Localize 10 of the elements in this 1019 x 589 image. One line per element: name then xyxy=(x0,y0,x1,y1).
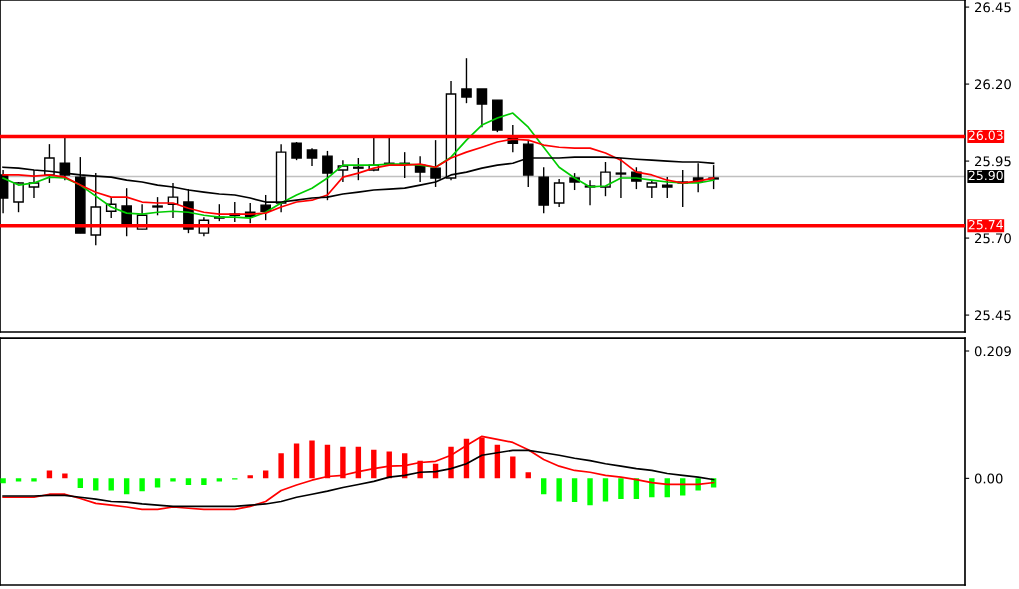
ref-line-label: 25.74 xyxy=(968,219,1003,230)
y-tick-label: 0.209 xyxy=(974,346,1011,357)
y-tick-label: 26.45 xyxy=(974,2,1011,13)
y-tick-label: 0.00 xyxy=(974,473,1003,484)
ref-line-label: 26.03 xyxy=(968,130,1003,141)
y-tick-label: 26.20 xyxy=(974,79,1011,90)
y-tick-label: 25.45 xyxy=(974,310,1011,321)
y-tick-label: 25.70 xyxy=(974,233,1011,244)
ref-line-label: 25.90 xyxy=(968,170,1003,181)
y-tick-label: 25.95 xyxy=(974,156,1011,167)
